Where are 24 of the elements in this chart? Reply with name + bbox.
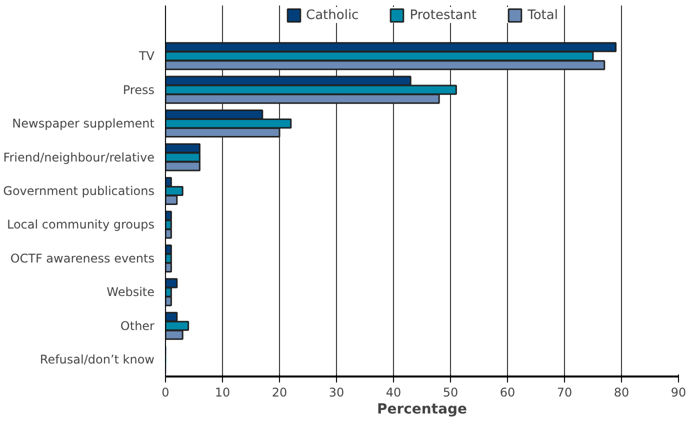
legend-label: Total: [528, 8, 558, 22]
x-tick-label: 30: [328, 386, 344, 400]
x-axis-title: Percentage: [376, 402, 468, 418]
x-tick-label: 70: [556, 386, 572, 400]
x-tick-label: 10: [214, 386, 230, 400]
x-tick-label: 0: [162, 386, 170, 400]
y-tick-label: Government publications: [3, 184, 155, 198]
y-tick-label: OCTF awareness events: [10, 251, 155, 266]
y-tick-label: Press: [122, 82, 155, 97]
y-tick-label: Refusal/don’t know: [40, 352, 155, 367]
x-tick-label: 20: [272, 386, 288, 400]
x-tick-label: 50: [442, 386, 458, 400]
y-tick-label: Newspaper supplement: [12, 116, 155, 131]
x-tick-label: 60: [500, 386, 516, 400]
y-tick-label: Local community groups: [6, 218, 155, 232]
y-tick-label: TV: [138, 49, 156, 64]
y-tick-label: Website: [106, 285, 155, 300]
legend-label: Protestant: [410, 8, 477, 22]
legend-label: Catholic: [306, 8, 359, 22]
y-tick-label: Other: [120, 318, 155, 333]
x-tick-label: 80: [614, 386, 630, 400]
x-tick-label: 40: [386, 386, 402, 400]
x-tick-label: 90: [670, 386, 686, 400]
y-tick-label: Friend/neighbour/relative: [3, 150, 154, 164]
